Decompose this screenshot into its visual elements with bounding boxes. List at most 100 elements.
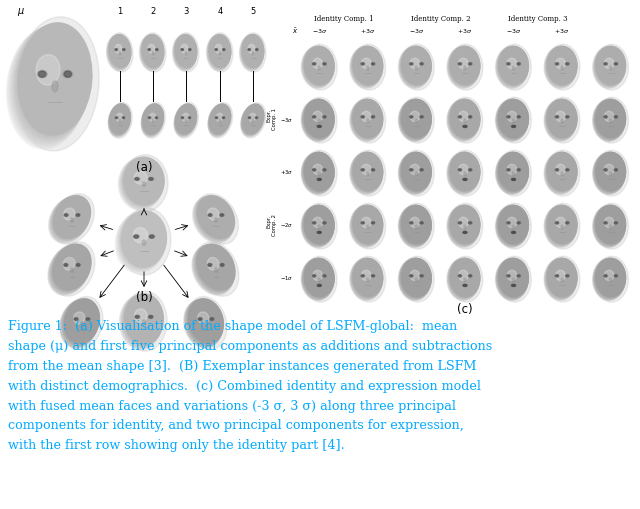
Ellipse shape	[555, 169, 559, 172]
Ellipse shape	[556, 112, 565, 122]
Ellipse shape	[464, 278, 466, 282]
Ellipse shape	[141, 105, 164, 137]
Ellipse shape	[302, 47, 333, 88]
Ellipse shape	[544, 259, 577, 301]
Ellipse shape	[143, 320, 145, 325]
Ellipse shape	[545, 47, 577, 88]
Ellipse shape	[52, 81, 58, 93]
Ellipse shape	[595, 206, 625, 246]
Ellipse shape	[497, 100, 528, 140]
Ellipse shape	[152, 52, 154, 55]
Ellipse shape	[323, 275, 326, 277]
Ellipse shape	[209, 105, 230, 137]
Ellipse shape	[134, 316, 140, 319]
Ellipse shape	[351, 47, 382, 88]
Ellipse shape	[60, 300, 98, 349]
Ellipse shape	[302, 100, 333, 142]
Ellipse shape	[596, 47, 625, 86]
Ellipse shape	[255, 118, 258, 120]
Ellipse shape	[186, 300, 223, 346]
Ellipse shape	[121, 158, 163, 208]
Ellipse shape	[561, 173, 563, 177]
Ellipse shape	[545, 153, 577, 194]
Ellipse shape	[449, 47, 479, 87]
Ellipse shape	[123, 158, 164, 206]
Ellipse shape	[513, 120, 515, 124]
Ellipse shape	[410, 218, 420, 228]
Ellipse shape	[248, 118, 250, 119]
Ellipse shape	[497, 47, 528, 87]
Ellipse shape	[241, 34, 266, 73]
Ellipse shape	[195, 197, 234, 241]
Ellipse shape	[318, 225, 321, 230]
Ellipse shape	[141, 34, 166, 73]
Ellipse shape	[449, 204, 483, 249]
Ellipse shape	[215, 45, 222, 54]
Ellipse shape	[410, 222, 413, 224]
Ellipse shape	[185, 300, 222, 347]
Ellipse shape	[242, 105, 264, 136]
Ellipse shape	[415, 225, 418, 230]
Ellipse shape	[303, 206, 334, 245]
Ellipse shape	[361, 169, 364, 172]
Ellipse shape	[410, 169, 413, 172]
Ellipse shape	[547, 47, 577, 87]
Ellipse shape	[400, 100, 431, 140]
Ellipse shape	[497, 259, 528, 299]
Ellipse shape	[450, 100, 480, 139]
Ellipse shape	[448, 259, 479, 299]
Ellipse shape	[352, 206, 383, 245]
Ellipse shape	[409, 275, 413, 277]
Ellipse shape	[302, 206, 333, 247]
Ellipse shape	[184, 300, 222, 348]
Ellipse shape	[119, 120, 121, 123]
Ellipse shape	[447, 101, 479, 142]
Ellipse shape	[209, 105, 230, 136]
Ellipse shape	[350, 259, 382, 300]
Ellipse shape	[604, 165, 614, 175]
Text: Identity Comp. 3: Identity Comp. 3	[508, 15, 568, 23]
Ellipse shape	[51, 245, 90, 293]
Ellipse shape	[303, 204, 337, 249]
Ellipse shape	[544, 101, 577, 142]
Ellipse shape	[64, 264, 68, 267]
Ellipse shape	[189, 299, 223, 344]
Ellipse shape	[545, 100, 577, 142]
Ellipse shape	[556, 275, 559, 277]
Ellipse shape	[53, 245, 91, 290]
Ellipse shape	[545, 206, 577, 247]
Ellipse shape	[401, 153, 431, 192]
Ellipse shape	[449, 100, 479, 140]
Ellipse shape	[120, 295, 161, 350]
Ellipse shape	[208, 36, 230, 70]
Ellipse shape	[252, 120, 254, 123]
Ellipse shape	[547, 100, 577, 138]
Ellipse shape	[303, 259, 334, 298]
Ellipse shape	[317, 126, 321, 128]
Ellipse shape	[594, 100, 625, 140]
Ellipse shape	[185, 120, 187, 123]
Ellipse shape	[312, 169, 316, 172]
Ellipse shape	[352, 151, 386, 196]
Ellipse shape	[124, 158, 164, 206]
Ellipse shape	[361, 64, 365, 66]
Ellipse shape	[401, 100, 431, 139]
Ellipse shape	[141, 105, 164, 137]
Ellipse shape	[361, 117, 364, 119]
Ellipse shape	[81, 322, 83, 326]
Ellipse shape	[119, 159, 162, 210]
Ellipse shape	[303, 153, 334, 193]
Ellipse shape	[547, 100, 577, 139]
Ellipse shape	[561, 278, 563, 282]
Ellipse shape	[107, 36, 130, 72]
Ellipse shape	[361, 275, 364, 277]
Ellipse shape	[595, 100, 625, 139]
Ellipse shape	[496, 153, 528, 194]
Ellipse shape	[361, 117, 365, 119]
Ellipse shape	[351, 47, 382, 88]
Ellipse shape	[48, 246, 89, 295]
Ellipse shape	[120, 209, 171, 275]
Ellipse shape	[400, 151, 434, 196]
Ellipse shape	[109, 105, 131, 135]
Ellipse shape	[209, 36, 230, 69]
